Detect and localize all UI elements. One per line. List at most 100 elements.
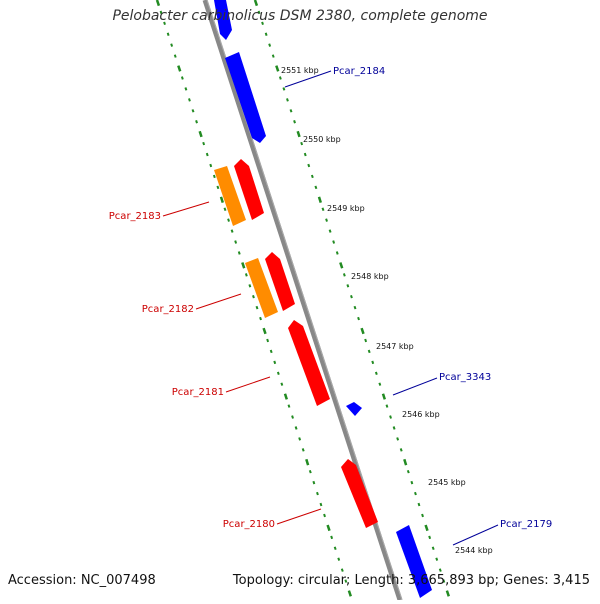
tick-tracks	[155, 0, 450, 597]
minor-tick	[316, 491, 319, 496]
minor-tick	[442, 579, 446, 583]
minor-tick	[255, 305, 259, 310]
minor-tick	[259, 316, 262, 321]
feature-pcar-2184[interactable]	[225, 52, 266, 143]
minor-tick	[399, 448, 403, 452]
minor-tick	[209, 163, 213, 168]
leader-pcar-2183	[162, 201, 210, 217]
leader-pcar-2182	[195, 293, 242, 310]
gene-label-pcar-2183[interactable]: Pcar_2183	[109, 211, 161, 222]
minor-tick	[294, 426, 298, 430]
minor-tick	[346, 284, 350, 288]
minor-tick	[293, 120, 296, 124]
minor-tick	[280, 382, 284, 386]
feature-pcar-2183-rna[interactable]	[214, 166, 246, 226]
minor-tick	[195, 120, 198, 124]
minor-tick	[166, 32, 170, 36]
major-tick	[198, 130, 203, 138]
minor-tick	[367, 349, 371, 354]
major-tick	[339, 262, 344, 269]
major-tick	[262, 327, 267, 335]
minor-tick	[333, 546, 337, 551]
gene-labels: Pcar_2184 Pcar_2183 Pcar_2182 Pcar_2181 …	[109, 66, 552, 530]
minor-tick	[323, 513, 326, 518]
major-tick	[445, 590, 450, 597]
minor-tick	[286, 98, 289, 102]
minor-tick	[371, 360, 375, 365]
ruler-label: 2549 kbp	[327, 204, 365, 213]
minor-tick	[264, 32, 268, 36]
minor-tick	[282, 87, 286, 91]
ruler-label: 2548 kbp	[351, 272, 389, 281]
major-tick	[347, 590, 352, 597]
feature-pcar-2182-rna[interactable]	[245, 258, 278, 318]
minor-tick	[180, 76, 184, 80]
minor-tick	[353, 305, 357, 310]
minor-tick	[342, 273, 346, 277]
gene-label-pcar-2184[interactable]: Pcar_2184	[333, 66, 385, 77]
gene-label-pcar-2179[interactable]: Pcar_2179	[500, 519, 552, 530]
minor-tick	[308, 469, 312, 474]
minor-tick	[389, 415, 392, 419]
minor-tick	[261, 21, 264, 26]
minor-tick	[307, 163, 311, 168]
minor-tick	[417, 502, 421, 507]
minor-tick	[410, 480, 414, 485]
minor-tick	[312, 480, 316, 485]
minor-tick	[385, 404, 389, 408]
minor-tick	[350, 294, 353, 299]
minor-tick	[287, 404, 291, 408]
leader-pcar-2180	[276, 508, 322, 525]
features	[214, 0, 432, 598]
minor-tick	[257, 10, 261, 15]
minor-tick	[216, 185, 220, 190]
minor-tick	[332, 240, 336, 244]
major-tick	[241, 262, 246, 269]
minor-tick	[325, 218, 328, 222]
major-tick	[296, 130, 301, 138]
minor-tick	[310, 174, 314, 179]
minor-tick	[300, 141, 304, 146]
minor-tick	[303, 152, 307, 157]
minor-tick	[319, 502, 323, 507]
minor-tick	[406, 469, 410, 474]
feature-top-partial[interactable]	[214, 0, 232, 40]
ruler-label: 2545 kbp	[428, 478, 466, 487]
leader-pcar-2181	[225, 376, 271, 393]
minor-tick	[170, 43, 174, 47]
minor-tick	[202, 141, 206, 146]
gene-label-pcar-2182[interactable]: Pcar_2182	[142, 304, 194, 315]
major-tick	[326, 524, 331, 532]
minor-tick	[298, 437, 302, 441]
major-tick	[177, 65, 182, 72]
minor-tick	[268, 43, 272, 47]
feature-pcar-3343[interactable]	[346, 402, 362, 416]
gene-label-pcar-2180[interactable]: Pcar_2180	[223, 519, 275, 530]
minor-tick	[273, 360, 277, 365]
major-tick	[155, 0, 161, 7]
minor-tick	[230, 229, 234, 233]
ruler-label: 2546 kbp	[402, 410, 440, 419]
minor-tick	[335, 251, 339, 255]
map-title: Pelobacter carbinolicus DSM 2380, comple…	[112, 8, 488, 24]
minor-tick	[276, 371, 280, 376]
major-tick	[360, 327, 365, 335]
feature-pcar-2179[interactable]	[396, 525, 432, 598]
minor-tick	[237, 251, 241, 255]
major-tick	[219, 196, 224, 203]
minor-tick	[414, 491, 417, 496]
feature-pcar-2180[interactable]	[341, 459, 378, 528]
minor-tick	[344, 579, 348, 583]
feature-pcar-2181[interactable]	[288, 320, 330, 406]
gene-label-pcar-2181[interactable]: Pcar_2181	[172, 387, 224, 398]
minor-tick	[159, 10, 163, 15]
minor-tick	[184, 87, 188, 91]
feature-pcar-2182[interactable]	[265, 252, 295, 311]
minor-tick	[321, 207, 325, 212]
feature-pcar-2183[interactable]	[234, 159, 264, 220]
minor-tick	[337, 557, 341, 561]
minor-tick	[328, 229, 332, 233]
gene-label-pcar-3343[interactable]: Pcar_3343	[439, 372, 491, 383]
